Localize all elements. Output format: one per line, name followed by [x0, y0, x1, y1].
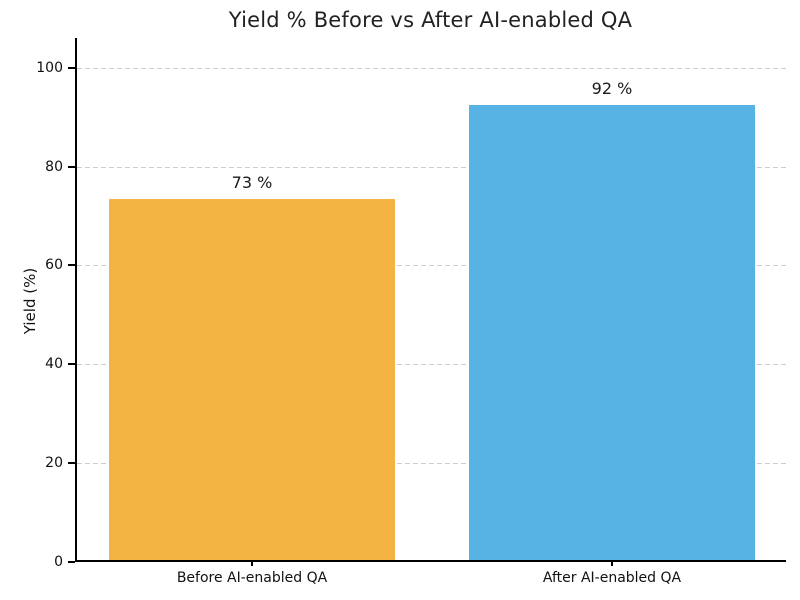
y-tick-mark [68, 561, 75, 563]
y-tick-label: 0 [54, 554, 63, 570]
y-tick-label: 60 [45, 257, 63, 274]
y-tick-mark [68, 165, 75, 168]
gridline-y-60 [77, 265, 786, 267]
gridline-y-40 [77, 364, 786, 366]
y-tick-mark [68, 462, 75, 465]
y-tick-mark [68, 363, 75, 366]
bar-before [109, 199, 395, 560]
y-tick-mark [68, 264, 75, 267]
x-tick-label: After AI-enabled QA [542, 570, 682, 586]
gridline-y-100 [77, 67, 786, 69]
x-tick-mark [611, 560, 613, 566]
y-tick-label: 40 [45, 356, 63, 373]
x-tick-label: Before AI-enabled QA [176, 570, 328, 586]
gridline-y-20 [77, 463, 786, 465]
x-tick-mark [251, 560, 253, 566]
gridline-y-80 [77, 166, 786, 168]
y-tick-label: 80 [45, 158, 63, 175]
y-axis-label: Yield (%) [21, 267, 39, 335]
chart-title: Yield % Before vs After AI-enabled QA [228, 8, 633, 32]
bar-after [469, 105, 755, 560]
y-tick-label: 100 [36, 59, 63, 76]
y-tick-mark [68, 66, 75, 69]
plot-area: 0 20 40 60 80 100 73 % Before AI-enabled QA 92 %… [36, 38, 786, 586]
bar-value-label: 92 % [591, 79, 633, 99]
y-tick-label: 20 [45, 455, 63, 472]
bar-value-label: 73 % [231, 173, 273, 193]
